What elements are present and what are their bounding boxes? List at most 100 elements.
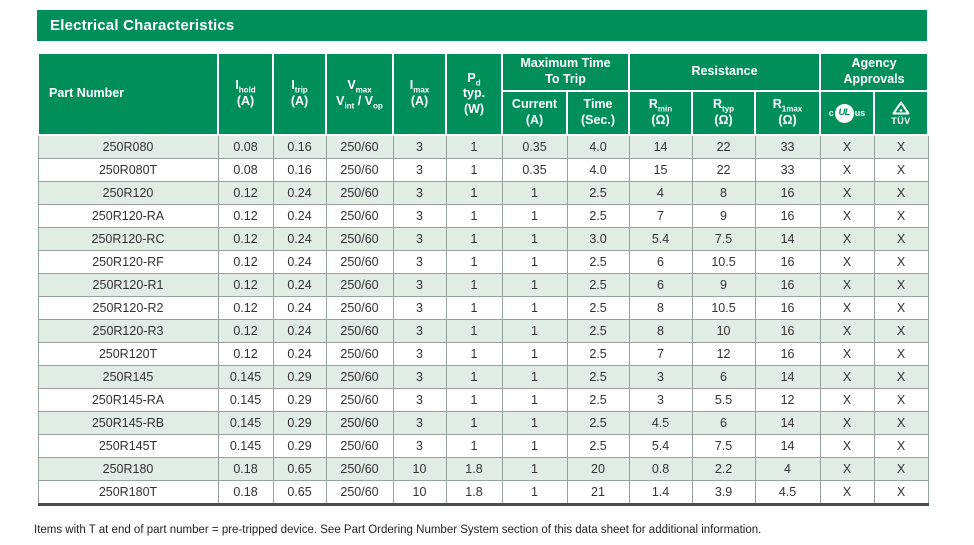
- cell-r-min: 14: [628, 134, 693, 159]
- cell-i-trip: 0.24: [272, 273, 327, 297]
- cell-p-d-typ: 1: [445, 273, 503, 297]
- cell-r-min: 0.8: [628, 457, 693, 481]
- cell-v-max: 250/60: [325, 227, 394, 251]
- table-row: 250R080T 0.08 0.16 250/60 3 1 0.35 4.0 15 22 33 X X: [37, 158, 929, 182]
- cell-trip-current: 1: [501, 227, 568, 251]
- col-header-i-hold: Ihold (A): [217, 52, 274, 136]
- cell-trip-current: 0.35: [501, 134, 568, 159]
- cell-cul-approval: X: [819, 158, 875, 182]
- cell-i-hold: 0.145: [217, 388, 274, 412]
- cell-cul-approval: X: [819, 319, 875, 343]
- cell-r-min: 4: [628, 181, 693, 205]
- cell-trip-time: 21: [566, 480, 630, 506]
- table-row: 250R120-R1 0.12 0.24 250/60 3 1 1 2.5 6 9 16 X X: [37, 273, 929, 297]
- cell-i-max: 3: [392, 227, 447, 251]
- cell-i-hold: 0.145: [217, 434, 274, 458]
- cell-i-max: 10: [392, 457, 447, 481]
- cell-cul-approval: X: [819, 181, 875, 205]
- cell-r-1max: 4.5: [754, 480, 821, 506]
- cell-trip-current: 1: [501, 273, 568, 297]
- cell-i-hold: 0.18: [217, 480, 274, 506]
- cell-i-max: 3: [392, 434, 447, 458]
- cell-v-max: 250/60: [325, 342, 394, 366]
- cell-part-number: 250R120T: [37, 342, 219, 366]
- cell-cul-approval: X: [819, 342, 875, 366]
- cell-i-max: 3: [392, 388, 447, 412]
- cell-i-max: 3: [392, 365, 447, 389]
- cell-i-max: 3: [392, 319, 447, 343]
- cell-r-typ: 7.5: [691, 434, 756, 458]
- cell-r-1max: 16: [754, 181, 821, 205]
- cell-trip-current: 1: [501, 342, 568, 366]
- cell-i-hold: 0.12: [217, 227, 274, 251]
- cell-tuv-approval: X: [873, 134, 929, 159]
- table-row: 250R120 0.12 0.24 250/60 3 1 1 2.5 4 8 16 X X: [37, 181, 929, 205]
- cell-trip-time: 4.0: [566, 158, 630, 182]
- cell-r-min: 5.4: [628, 434, 693, 458]
- table-row: 250R145T 0.145 0.29 250/60 3 1 1 2.5 5.4 7.5 14 X X: [37, 434, 929, 458]
- cell-i-hold: 0.12: [217, 250, 274, 274]
- cell-v-max: 250/60: [325, 457, 394, 481]
- cell-tuv-approval: X: [873, 480, 929, 506]
- cell-i-max: 3: [392, 411, 447, 435]
- group-header-agency-approvals: Agency Approvals: [819, 52, 930, 92]
- cell-i-hold: 0.145: [217, 411, 274, 435]
- cell-cul-approval: X: [819, 204, 875, 228]
- cell-v-max: 250/60: [325, 134, 394, 159]
- footnote: Items with T at end of part number = pre…: [34, 524, 762, 536]
- cell-trip-time: 2.5: [566, 388, 630, 412]
- cell-i-trip: 0.29: [272, 365, 327, 389]
- cell-p-d-typ: 1: [445, 158, 503, 182]
- cell-r-1max: 16: [754, 204, 821, 228]
- cul-us-certification-icon: c UL us: [829, 103, 865, 123]
- col-header-trip-current: Current (A): [501, 90, 568, 136]
- cell-cul-approval: X: [819, 480, 875, 506]
- cell-p-d-typ: 1: [445, 181, 503, 205]
- group-header-max-time-to-trip: Maximum Time To Trip: [500, 52, 631, 92]
- table-row: 250R180 0.18 0.65 250/60 10 1.8 1 20 0.8 2.2 4 X X: [37, 457, 929, 481]
- col-header-part-number: Part Number: [37, 52, 219, 136]
- cell-i-trip: 0.16: [272, 134, 327, 159]
- cell-i-max: 3: [392, 250, 447, 274]
- cell-r-typ: 12: [691, 342, 756, 366]
- cell-trip-time: 2.5: [566, 319, 630, 343]
- cell-r-typ: 6: [691, 411, 756, 435]
- cell-i-hold: 0.08: [217, 134, 274, 159]
- cell-p-d-typ: 1: [445, 434, 503, 458]
- cell-v-max: 250/60: [325, 273, 394, 297]
- cell-cul-approval: X: [819, 273, 875, 297]
- cell-trip-current: 1: [501, 250, 568, 274]
- cell-part-number: 250R080T: [37, 158, 219, 182]
- cell-tuv-approval: X: [873, 388, 929, 412]
- cell-r-1max: 16: [754, 342, 821, 366]
- cell-r-min: 7: [628, 204, 693, 228]
- cell-trip-time: 2.5: [566, 365, 630, 389]
- section-title: Electrical Characteristics: [50, 17, 235, 34]
- cell-r-min: 4.5: [628, 411, 693, 435]
- cell-tuv-approval: X: [873, 319, 929, 343]
- cell-i-hold: 0.12: [217, 342, 274, 366]
- cell-i-trip: 0.65: [272, 457, 327, 481]
- cell-part-number: 250R120-RC: [37, 227, 219, 251]
- cell-i-hold: 0.12: [217, 319, 274, 343]
- cell-i-hold: 0.08: [217, 158, 274, 182]
- cell-r-typ: 10.5: [691, 296, 756, 320]
- cell-i-trip: 0.24: [272, 204, 327, 228]
- cell-r-min: 3: [628, 388, 693, 412]
- cell-part-number: 250R145-RA: [37, 388, 219, 412]
- cell-part-number: 250R120-R1: [37, 273, 219, 297]
- cell-r-typ: 3.9: [691, 480, 756, 506]
- cell-r-typ: 10.5: [691, 250, 756, 274]
- cell-r-typ: 9: [691, 273, 756, 297]
- cell-p-d-typ: 1: [445, 319, 503, 343]
- cell-i-trip: 0.24: [272, 342, 327, 366]
- cell-tuv-approval: X: [873, 227, 929, 251]
- col-header-r-1max: R1max (Ω): [754, 90, 822, 136]
- cell-i-trip: 0.24: [272, 227, 327, 251]
- table-row: 250R120-RA 0.12 0.24 250/60 3 1 1 2.5 7 9 16 X X: [37, 204, 929, 228]
- cell-part-number: 250R180: [37, 457, 219, 481]
- cell-r-1max: 12: [754, 388, 821, 412]
- cell-cul-approval: X: [819, 457, 875, 481]
- cell-r-min: 7: [628, 342, 693, 366]
- cell-tuv-approval: X: [873, 158, 929, 182]
